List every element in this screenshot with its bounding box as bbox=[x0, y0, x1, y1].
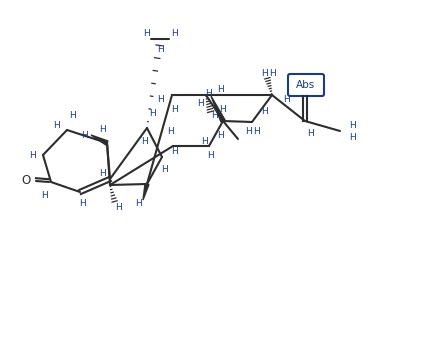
Polygon shape bbox=[143, 183, 149, 200]
Text: H: H bbox=[306, 128, 313, 138]
Text: H: H bbox=[143, 29, 149, 39]
Text: H: H bbox=[261, 107, 267, 117]
Text: H: H bbox=[171, 105, 177, 115]
Text: H: H bbox=[42, 191, 48, 199]
Text: H: H bbox=[201, 137, 208, 145]
Text: H: H bbox=[115, 202, 121, 212]
Text: H: H bbox=[82, 131, 88, 140]
Text: H: H bbox=[168, 127, 174, 137]
Text: H: H bbox=[261, 68, 267, 78]
Text: H: H bbox=[172, 147, 179, 157]
Text: H: H bbox=[157, 96, 163, 104]
Text: H: H bbox=[253, 127, 260, 137]
Text: H: H bbox=[217, 84, 224, 94]
Text: Abs: Abs bbox=[296, 80, 316, 90]
Text: H: H bbox=[161, 164, 168, 174]
Text: H: H bbox=[197, 99, 204, 107]
FancyBboxPatch shape bbox=[288, 74, 324, 96]
Text: H: H bbox=[205, 88, 212, 98]
Text: H: H bbox=[99, 168, 105, 178]
Text: H: H bbox=[349, 120, 355, 129]
Text: H: H bbox=[157, 44, 163, 54]
Text: H: H bbox=[79, 199, 85, 207]
Polygon shape bbox=[91, 135, 108, 145]
Text: H: H bbox=[136, 199, 142, 208]
Text: H: H bbox=[269, 68, 276, 78]
Text: H: H bbox=[208, 152, 214, 160]
Text: H: H bbox=[69, 112, 75, 120]
Text: H: H bbox=[245, 126, 251, 136]
Text: H: H bbox=[149, 109, 155, 119]
Text: H: H bbox=[284, 96, 290, 104]
Text: H: H bbox=[349, 133, 355, 141]
Text: H: H bbox=[171, 29, 177, 39]
Polygon shape bbox=[211, 96, 225, 122]
Text: H: H bbox=[141, 137, 147, 145]
Text: H: H bbox=[210, 111, 217, 120]
Text: H: H bbox=[29, 151, 35, 160]
Text: H: H bbox=[53, 120, 60, 129]
Text: H: H bbox=[218, 132, 224, 140]
Text: O: O bbox=[21, 174, 31, 186]
Text: H: H bbox=[218, 105, 225, 115]
Text: H: H bbox=[99, 124, 105, 134]
